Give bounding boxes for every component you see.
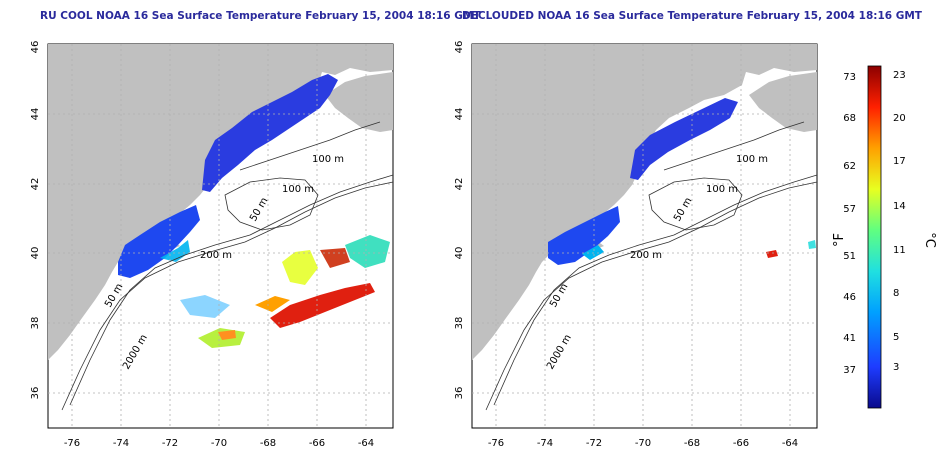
left-contour-label-200m: 200 m [200, 250, 232, 261]
left-sst-gulfstream-edge [255, 296, 290, 312]
right-grid [472, 44, 817, 428]
left-x-tick: -74 [113, 438, 129, 449]
right-bathymetry-contours [485, 121, 818, 411]
left-y-tick: 44 [30, 108, 41, 121]
right-x-tick: -76 [488, 438, 504, 449]
left-y-tick: 40 [30, 247, 41, 260]
right-contour-label-200m: 200 m [630, 250, 662, 261]
colorbar-celsius-label: °C [922, 232, 937, 248]
right-y-tick: 36 [454, 387, 465, 400]
c-tick: 11 [893, 245, 906, 256]
right-x-tick: -72 [586, 438, 602, 449]
right-y-tick: 42 [454, 178, 465, 191]
right-contour-label-100m-a: 100 m [736, 154, 768, 165]
colorbar-gradient [867, 65, 882, 409]
colorbar: 73 68 62 57 51 46 41 37 23 20 17 14 11 8… [832, 65, 937, 409]
right-y-tick: 38 [454, 317, 465, 330]
right-y-tick: 44 [454, 108, 465, 121]
left-y-tick: 46 [30, 41, 41, 54]
left-land-mainland [48, 44, 393, 360]
left-sst-mid-patch [180, 295, 230, 318]
left-contour-label-100m-a: 100 m [312, 154, 344, 165]
right-sst-gulf-maine [630, 98, 738, 180]
left-contour-label-100m-b: 100 m [282, 184, 314, 195]
right-x-tick: -64 [782, 438, 798, 449]
left-map-title: RU COOL NOAA 16 Sea Surface Temperature … [40, 10, 481, 22]
right-x-tick: -70 [635, 438, 651, 449]
left-sst-eddy-red [320, 248, 350, 268]
right-sst-shelf-light [582, 245, 604, 260]
colorbar-fahrenheit-ticks: 73 68 62 57 51 46 41 37 [843, 72, 856, 376]
left-x-tick: -70 [211, 438, 227, 449]
left-sst-warm-core [282, 250, 318, 285]
left-y-tick: 42 [30, 178, 41, 191]
f-tick: 51 [843, 251, 856, 262]
left-y-tick: 36 [30, 387, 41, 400]
right-sst-cyan-spot [808, 240, 816, 249]
left-x-tick: -64 [358, 438, 374, 449]
c-tick: 3 [893, 362, 899, 373]
right-land-novascotia [749, 72, 817, 132]
left-x-tick: -72 [162, 438, 178, 449]
right-y-tick: 46 [454, 41, 465, 54]
right-sst-shelf [548, 206, 620, 265]
right-y-axis: 36 38 40 42 44 46 [454, 41, 465, 400]
right-x-tick: -74 [537, 438, 553, 449]
left-x-axis: -76 -74 -72 -70 -68 -66 -64 [64, 438, 374, 449]
left-x-tick: -68 [260, 438, 276, 449]
left-x-tick: -76 [64, 438, 80, 449]
f-tick: 41 [843, 333, 856, 344]
left-sst-gulfstream [270, 283, 375, 328]
right-x-tick: -68 [684, 438, 700, 449]
left-y-tick: 38 [30, 317, 41, 330]
f-tick: 68 [843, 113, 856, 124]
right-contour-label-100m-b: 100 m [706, 184, 738, 195]
c-tick: 5 [893, 332, 899, 343]
colorbar-fahrenheit-label: °F [832, 233, 847, 247]
right-map-title: DECLOUDED NOAA 16 Sea Surface Temperatur… [462, 10, 922, 22]
c-tick: 23 [893, 70, 906, 81]
right-sst-red-spot [766, 250, 778, 258]
left-sst-shelf [118, 205, 200, 278]
c-tick: 17 [893, 156, 906, 167]
left-land-novascotia [325, 72, 393, 132]
left-x-tick: -66 [309, 438, 325, 449]
right-map: 100 m 100 m 50 m 200 m 50 m 2000 m -76 -… [454, 41, 818, 449]
left-bathymetry-contours [61, 121, 394, 411]
f-tick: 62 [843, 161, 856, 172]
left-grid [48, 44, 393, 428]
f-tick: 73 [843, 72, 856, 83]
colorbar-celsius-ticks: 23 20 17 14 11 8 5 3 [893, 70, 906, 373]
left-sst-south-patch-orange [218, 330, 236, 340]
left-sst-gulf-maine [202, 74, 338, 192]
left-map: 100 m 100 m 50 m 200 m 50 m 2000 m -76 -… [30, 41, 394, 449]
c-tick: 8 [893, 288, 899, 299]
f-tick: 57 [843, 204, 856, 215]
f-tick: 46 [843, 292, 856, 303]
right-x-axis: -76 -74 -72 -70 -68 -66 -64 [488, 438, 798, 449]
c-tick: 20 [893, 113, 906, 124]
left-sst-eddy-east [345, 235, 390, 268]
c-tick: 14 [893, 201, 906, 212]
right-x-tick: -66 [733, 438, 749, 449]
right-land-mainland [472, 44, 817, 360]
right-y-tick: 40 [454, 247, 465, 260]
f-tick: 37 [843, 365, 856, 376]
left-y-axis: 36 38 40 42 44 46 [30, 41, 41, 400]
